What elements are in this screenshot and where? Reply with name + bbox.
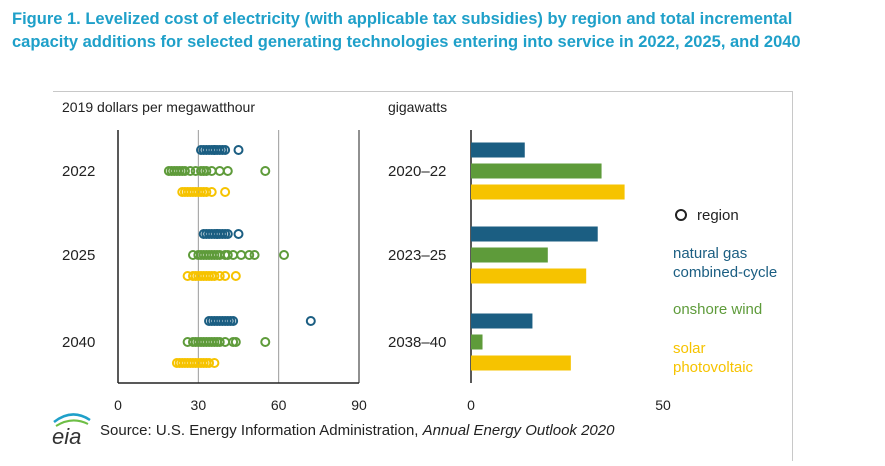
frame-border-top — [53, 91, 793, 92]
right-category-label: 2038–40 — [388, 334, 446, 351]
scatter-point — [220, 187, 231, 197]
scatter-point — [230, 271, 241, 281]
bar — [471, 226, 598, 242]
scatter-point — [279, 250, 290, 260]
scatter-point — [206, 187, 217, 197]
frame-border-right — [792, 91, 793, 461]
source-title: Annual Energy Outlook 2020 — [422, 422, 615, 439]
scatter-point — [222, 229, 233, 239]
right-x-tick-label: 50 — [655, 397, 671, 413]
scatter-point — [228, 250, 239, 260]
scatter-point — [179, 166, 190, 176]
left-x-tick-label: 90 — [351, 397, 367, 413]
scatter-point — [233, 229, 244, 239]
bar — [471, 355, 571, 371]
scatter-point — [222, 166, 233, 176]
right-x-tick-label: 0 — [467, 397, 475, 413]
scatter-point — [209, 358, 220, 368]
page-title: Figure 1. Levelized cost of electricity … — [12, 10, 801, 51]
scatter-point — [220, 337, 231, 347]
scatter-point — [201, 187, 212, 197]
bar — [471, 184, 625, 200]
left-category-label: 2022 — [62, 163, 95, 180]
scatter-point — [249, 250, 260, 260]
left-x-tick-label: 60 — [271, 397, 287, 413]
scatter-point — [222, 250, 233, 260]
scatter-point — [244, 250, 255, 260]
legend-solar-label-1: solar — [673, 340, 706, 357]
legend-gas-label-2: combined-cycle — [673, 264, 777, 281]
left-x-tick-label: 0 — [114, 397, 122, 413]
bar — [471, 163, 602, 179]
scatter-point — [209, 271, 220, 281]
left-axis-label: 2019 dollars per megawatthour — [62, 99, 255, 115]
left-category-label: 2025 — [62, 247, 95, 264]
legend-gas-label-1: natural gas — [673, 245, 747, 262]
source-note: Source: U.S. Energy Information Administ… — [100, 422, 614, 439]
right-axis-label: gigawatts — [388, 99, 447, 115]
scatter-point — [220, 145, 231, 155]
right-category-label: 2023–25 — [388, 247, 446, 264]
legend-region-marker — [675, 209, 687, 221]
scatter-point — [220, 271, 231, 281]
legend-wind-label: onshore wind — [673, 301, 762, 318]
scatter-point — [305, 316, 316, 326]
scatter-point — [214, 337, 225, 347]
bar — [471, 268, 587, 284]
right-category-label: 2020–22 — [388, 163, 446, 180]
scatter-point — [214, 166, 225, 176]
scatter-point — [260, 166, 271, 176]
scatter-point — [260, 337, 271, 347]
scatter-point — [228, 316, 239, 326]
legend-region-label: region — [697, 207, 739, 224]
scatter-point — [206, 166, 217, 176]
source-prefix: Source: U.S. Energy Information Administ… — [100, 422, 423, 439]
bar — [471, 247, 548, 263]
scatter-point — [201, 166, 212, 176]
scatter-point — [230, 337, 241, 347]
scatter-point — [214, 271, 225, 281]
scatter-point — [185, 166, 196, 176]
legend-solar-label-2: photovoltaic — [673, 359, 754, 376]
bar — [471, 142, 525, 158]
bar — [471, 313, 533, 329]
eia-logo-text: eia — [52, 424, 81, 448]
scatter-point — [236, 250, 247, 260]
left-x-tick-label: 30 — [191, 397, 207, 413]
scatter-point — [204, 358, 215, 368]
left-category-label: 2040 — [62, 334, 95, 351]
scatter-point — [233, 145, 244, 155]
eia-logo: eia — [52, 413, 91, 448]
bar — [471, 334, 483, 350]
